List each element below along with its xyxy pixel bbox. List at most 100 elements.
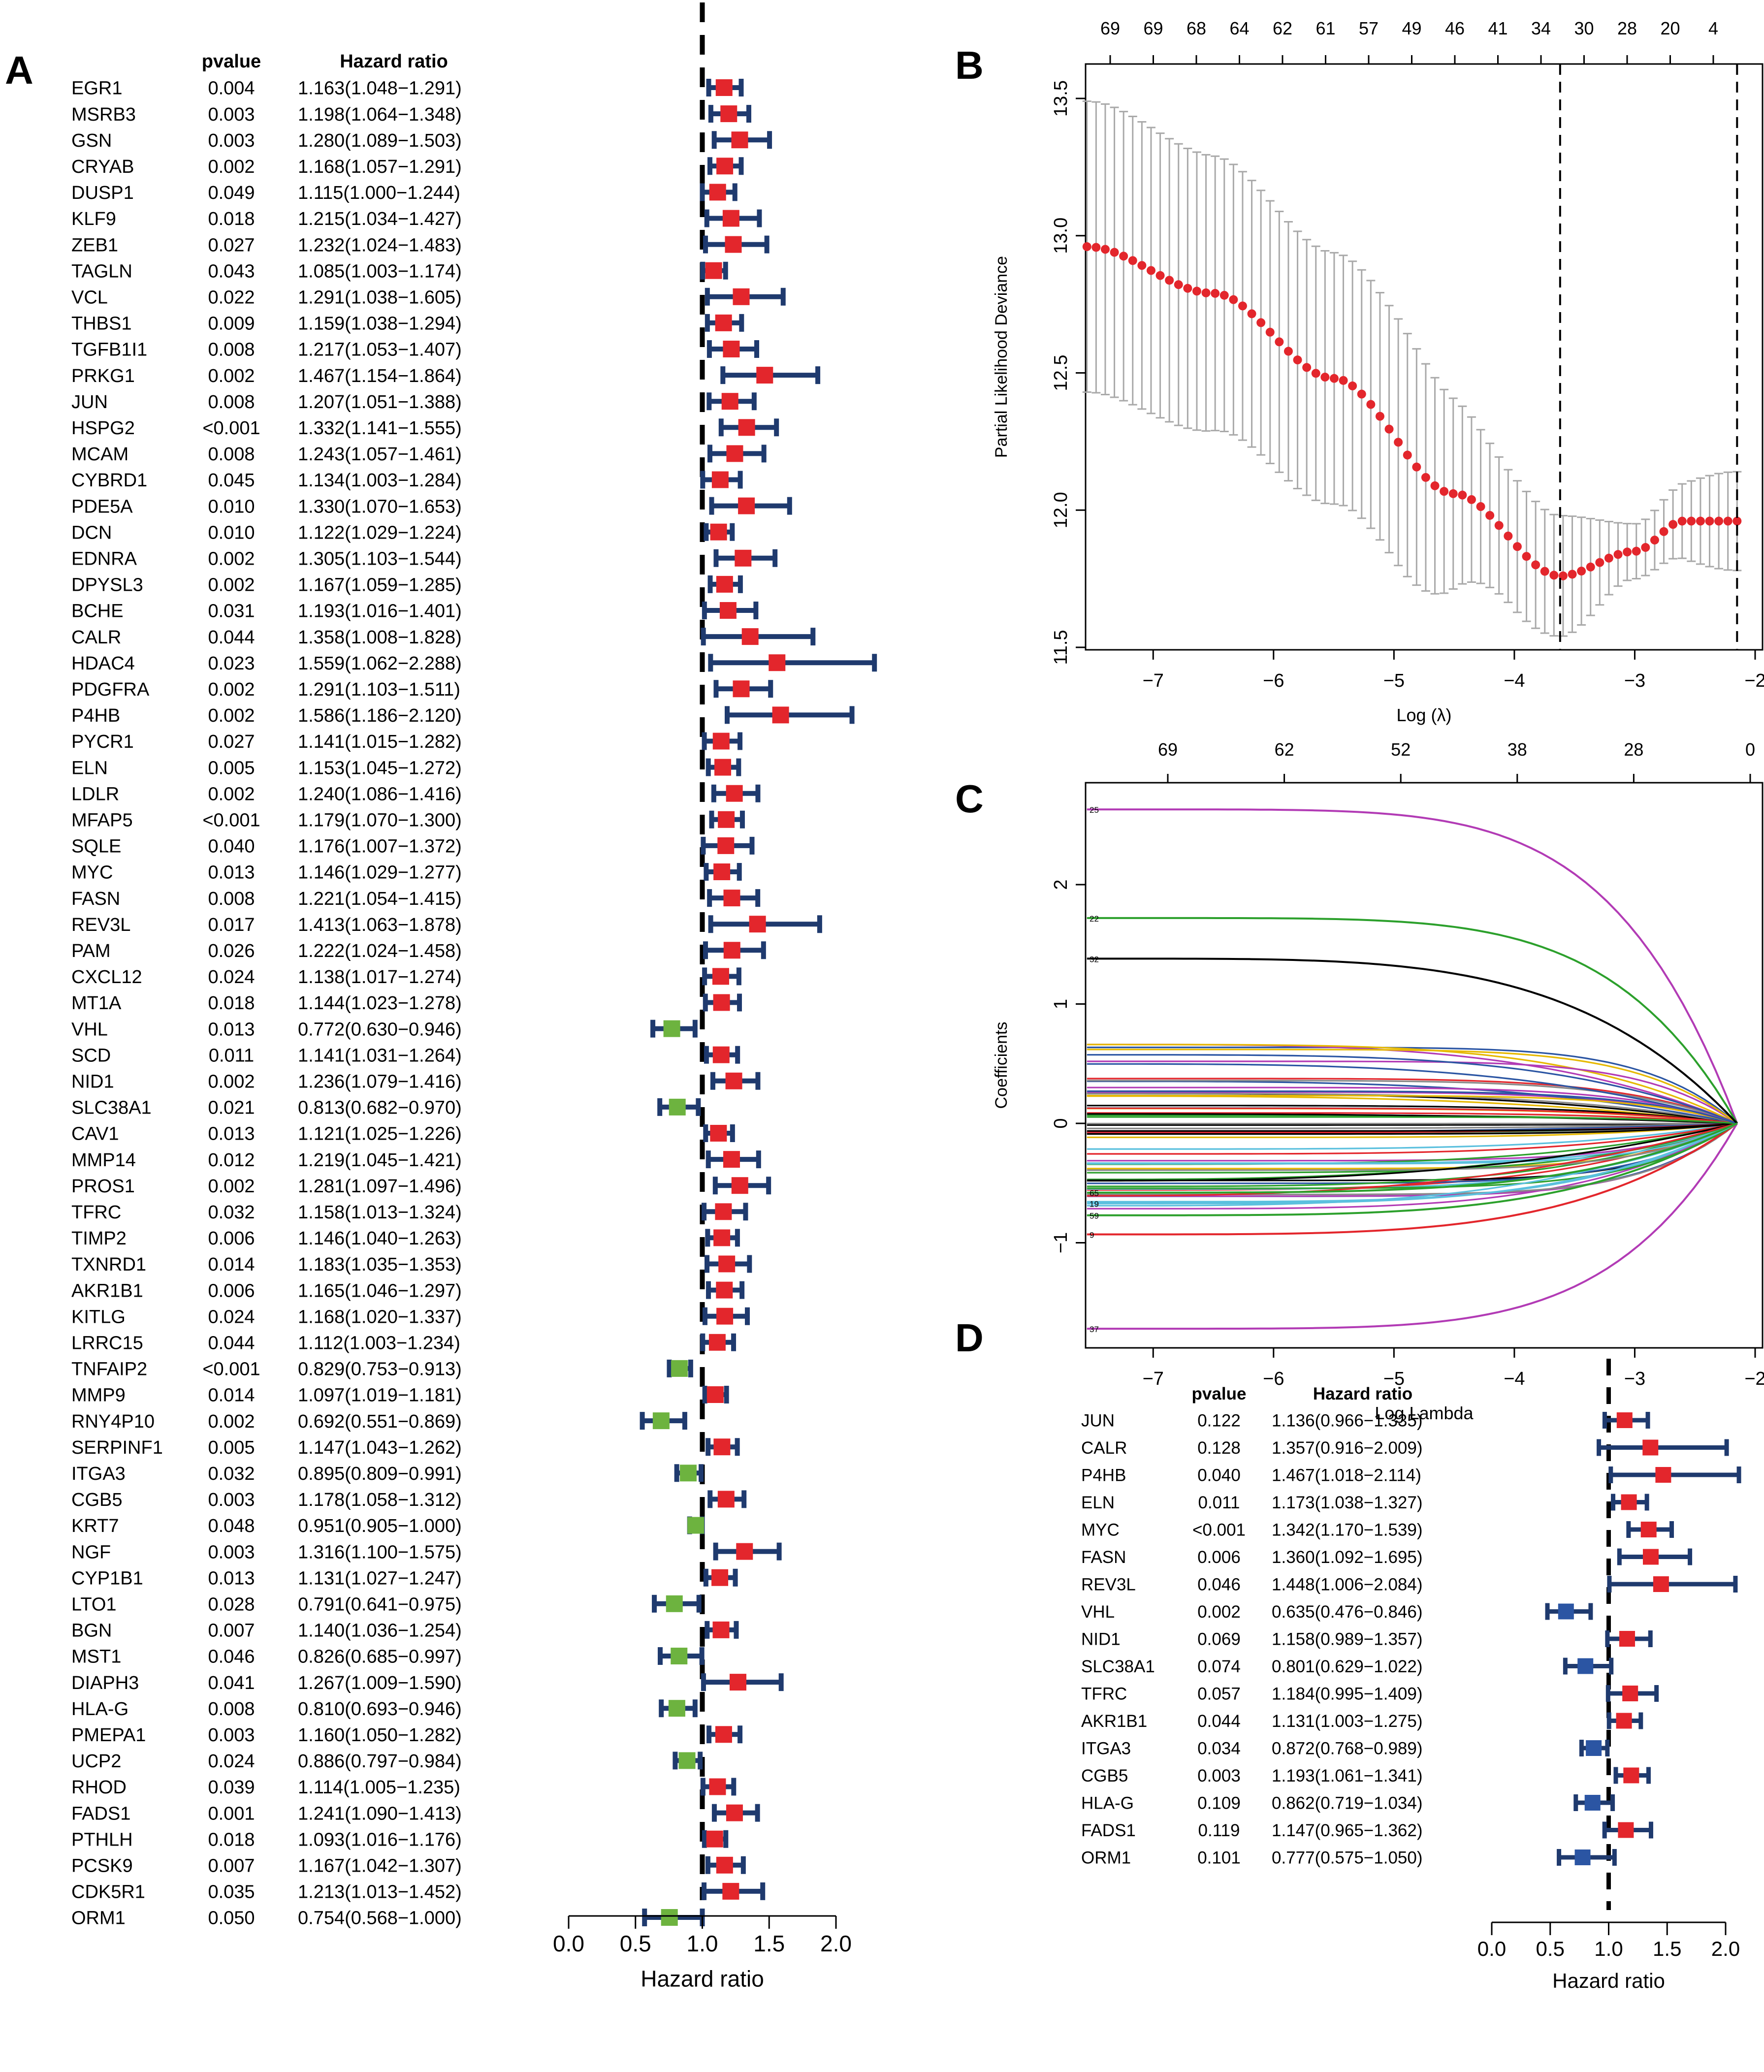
hr-point	[718, 811, 735, 828]
x-tick-label: −5	[1383, 1369, 1405, 1389]
gene-label: BGN	[71, 1621, 112, 1641]
p-value: 0.040	[208, 836, 255, 857]
gene-label: PRKG1	[71, 366, 135, 386]
gene-label: CYBRD1	[71, 470, 147, 491]
top-tick-label: 69	[1158, 739, 1178, 760]
hr-point	[666, 1595, 683, 1612]
p-value: 0.002	[208, 679, 255, 700]
hazard-ratio-text: 1.146(1.040−1.263)	[298, 1228, 462, 1249]
hazard-ratio-text: 0.754(0.568−1.000)	[298, 1908, 462, 1929]
hr-point	[708, 1334, 726, 1351]
hazard-ratio-text: 1.168(1.057−1.291)	[298, 157, 462, 177]
gene-label: MMP14	[71, 1150, 136, 1171]
gene-label: GSN	[71, 130, 112, 151]
p-value: <0.001	[202, 1359, 260, 1380]
deviance-point	[1165, 276, 1174, 285]
hazard-ratio-text: 0.692(0.551−0.869)	[298, 1411, 462, 1432]
hazard-ratio-text: 0.791(0.641−0.975)	[298, 1594, 462, 1615]
deviance-point	[1384, 424, 1394, 434]
coefficient-path	[1087, 1054, 1737, 1124]
gene-label: CYP1B1	[71, 1568, 143, 1589]
gene-label: CXCL12	[71, 967, 142, 988]
hr-point	[772, 706, 789, 724]
deviance-point	[1714, 516, 1724, 526]
hazard-ratio-text: 1.267(1.009−1.590)	[298, 1673, 462, 1693]
x-axis-title: Hazard ratio	[641, 1966, 764, 1991]
hazard-ratio-text: 1.413(1.063−1.878)	[298, 915, 462, 935]
coefficient-path	[1087, 1060, 1738, 1124]
hr-point	[1619, 1631, 1636, 1647]
p-value: 0.027	[208, 732, 255, 752]
hr-point	[714, 759, 732, 776]
hazard-ratio-text: 1.141(1.031−1.264)	[298, 1045, 462, 1066]
coefficient-path	[1087, 1122, 1738, 1184]
hr-point	[706, 1830, 723, 1848]
top-tick-label: 46	[1445, 18, 1465, 38]
gene-label: LDLR	[71, 784, 119, 804]
p-value: 0.028	[208, 1594, 255, 1615]
top-tick-label: 68	[1187, 18, 1206, 38]
coefficient-path	[1087, 808, 1738, 1124]
hr-point	[1584, 1795, 1601, 1811]
top-tick-label: 61	[1315, 18, 1335, 38]
top-tick-label: 20	[1660, 18, 1680, 38]
hazard-ratio-text: 1.134(1.003−1.284)	[298, 470, 462, 491]
col-header-hazard-ratio: Hazard ratio	[1313, 1384, 1412, 1403]
gene-label: ZEB1	[71, 235, 118, 255]
p-value: 0.057	[1197, 1685, 1241, 1704]
hr-point	[712, 1621, 730, 1638]
deviance-point	[1311, 369, 1320, 378]
gene-label: EDNRA	[71, 548, 137, 569]
hr-point	[1622, 1686, 1638, 1701]
gene-label: RHOD	[71, 1777, 127, 1798]
p-value: 0.109	[1197, 1794, 1241, 1813]
p-value: 0.002	[208, 157, 255, 177]
p-value: 0.009	[208, 314, 255, 334]
hr-point	[769, 654, 786, 671]
gene-label: MCAM	[71, 444, 128, 465]
hazard-ratio-text: 1.217(1.053−1.407)	[298, 340, 462, 360]
hazard-ratio-text: 1.183(1.035−1.353)	[298, 1254, 462, 1275]
deviance-point	[1687, 516, 1696, 526]
hr-point	[717, 1491, 735, 1508]
p-value: 0.011	[209, 1045, 254, 1066]
deviance-point	[1494, 521, 1504, 530]
gene-label: CALR	[71, 627, 121, 648]
hazard-ratio-text: 1.178(1.058−1.312)	[298, 1490, 462, 1510]
gene-label: RNY4P10	[71, 1411, 155, 1432]
hazard-ratio-text: 1.144(1.023−1.278)	[298, 993, 462, 1014]
p-value: 0.048	[208, 1516, 255, 1536]
p-value: 0.046	[208, 1647, 255, 1667]
x-tick-label: 0.0	[1477, 1937, 1506, 1960]
coefficient-path	[1087, 1116, 1737, 1124]
hazard-ratio-text: 1.207(1.051−1.388)	[298, 392, 462, 413]
hr-point	[1642, 1439, 1659, 1456]
hr-point	[717, 837, 735, 854]
hazard-ratio-text: 1.586(1.186−2.120)	[298, 705, 462, 726]
hazard-ratio-text: 1.114(1.005−1.235)	[298, 1777, 460, 1798]
deviance-point	[1577, 567, 1586, 576]
x-tick-label: −7	[1143, 670, 1164, 691]
gene-label: SLC38A1	[71, 1098, 152, 1118]
coefficient-path	[1087, 1122, 1737, 1138]
coefficient-path	[1087, 1122, 1737, 1125]
p-value: 0.002	[208, 575, 255, 596]
top-tick-label: 4	[1708, 18, 1718, 38]
y-tick-label: 13.0	[1051, 218, 1071, 254]
y-axis-title: Coefficients	[992, 1021, 1011, 1109]
hazard-ratio-text: 1.232(1.024−1.483)	[298, 235, 462, 255]
hazard-ratio-text: 1.097(1.019−1.181)	[298, 1385, 462, 1406]
gene-label: ITGA3	[71, 1464, 126, 1484]
deviance-point	[1705, 516, 1714, 526]
gene-label: PCSK9	[71, 1855, 133, 1876]
plot-frame	[1085, 63, 1764, 651]
deviance-point	[1283, 347, 1293, 356]
gene-label: KITLG	[71, 1307, 126, 1327]
p-value: 0.002	[208, 705, 255, 726]
x-axis-title: Log (λ)	[1396, 705, 1451, 725]
deviance-point	[1339, 376, 1348, 385]
hr-point	[705, 262, 722, 279]
hazard-ratio-text: 1.168(1.020−1.337)	[298, 1307, 462, 1327]
p-value: 0.002	[1197, 1602, 1241, 1622]
p-value: 0.034	[1197, 1739, 1241, 1758]
